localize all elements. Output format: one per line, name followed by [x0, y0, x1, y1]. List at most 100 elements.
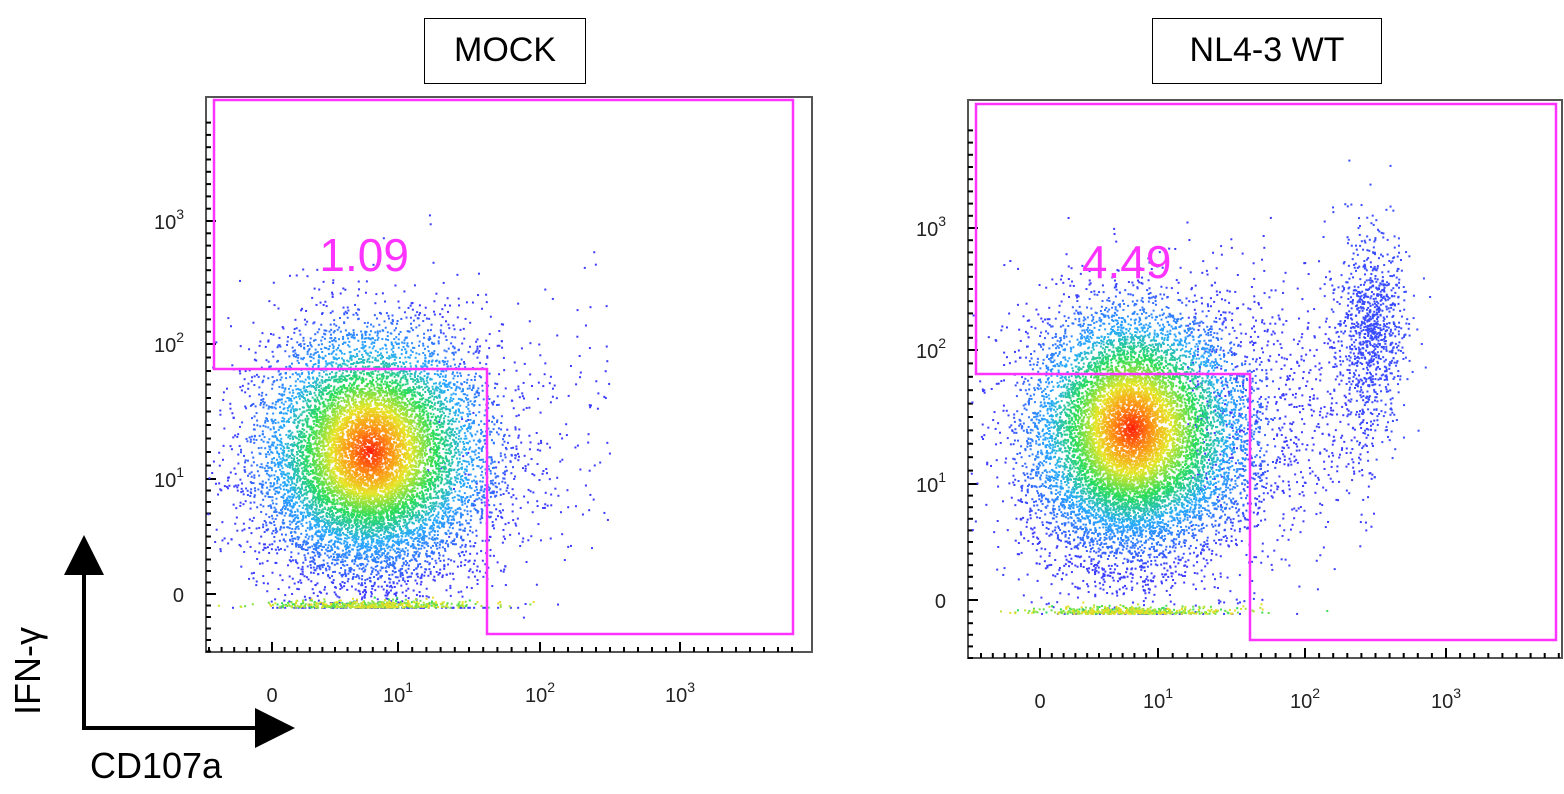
- event-dot: [281, 394, 284, 397]
- event-dot: [370, 547, 373, 550]
- event-dot: [536, 500, 539, 503]
- event-dot: [428, 391, 431, 394]
- event-dot: [447, 558, 450, 561]
- event-dot: [321, 528, 324, 531]
- event-dot: [400, 532, 403, 535]
- event-dot: [589, 493, 592, 496]
- event-dot: [485, 301, 488, 304]
- event-dot: [357, 589, 360, 592]
- event-dot: [307, 349, 310, 352]
- event-dot: [301, 494, 304, 497]
- event-dot: [305, 488, 308, 491]
- event-dot: [449, 304, 452, 307]
- event-dot: [459, 362, 462, 365]
- event-dot: [346, 534, 349, 537]
- event-dot: [356, 546, 359, 549]
- event-dot: [305, 576, 308, 579]
- event-dot: [434, 508, 437, 511]
- event-dot: [353, 544, 356, 547]
- event-dot: [425, 317, 428, 320]
- event-dot: [451, 515, 454, 518]
- event-dot: [442, 559, 445, 562]
- event-dot: [424, 519, 427, 522]
- event-dot: [280, 473, 283, 476]
- event-dot: [401, 532, 404, 535]
- event-dot: [286, 484, 289, 487]
- event-dot: [304, 492, 307, 495]
- event-dot: [452, 515, 455, 518]
- event-dot: [406, 344, 409, 347]
- event-dot: [328, 528, 331, 531]
- event-dot: [449, 464, 452, 467]
- event-dot: [292, 514, 295, 517]
- event-dot: [324, 528, 327, 531]
- event-dot: [398, 306, 401, 309]
- event-dot: [406, 373, 409, 376]
- event-dot: [270, 461, 273, 464]
- event-dot: [460, 535, 463, 538]
- event-dot: [380, 574, 383, 577]
- event-dot: [433, 537, 436, 540]
- event-dot: [420, 580, 423, 583]
- event-dot: [284, 606, 287, 609]
- event-dot: [321, 564, 324, 567]
- event-dot: [398, 555, 401, 558]
- event-dot: [353, 569, 356, 572]
- event-dot: [363, 350, 366, 353]
- event-dot: [474, 449, 477, 452]
- event-dot: [305, 493, 308, 496]
- event-dot: [466, 505, 469, 508]
- event-dot: [447, 471, 450, 474]
- event-dot: [336, 519, 339, 522]
- event-dot: [271, 383, 274, 386]
- event-dot: [439, 313, 442, 316]
- event-dot: [460, 467, 463, 470]
- event-dot: [481, 480, 484, 483]
- event-dot: [293, 477, 296, 480]
- event-dot: [365, 554, 368, 557]
- event-dot: [435, 519, 438, 522]
- event-dot: [417, 381, 420, 384]
- event-dot: [250, 380, 253, 383]
- event-dot: [292, 504, 295, 507]
- event-dot: [514, 428, 517, 431]
- event-dot: [518, 455, 521, 458]
- event-dot: [445, 471, 448, 474]
- event-dot: [332, 331, 335, 334]
- event-dot: [476, 430, 479, 433]
- event-dot: [458, 490, 461, 493]
- event-dot: [278, 486, 281, 489]
- event-dot: [484, 442, 487, 445]
- event-dot: [464, 476, 467, 479]
- event-dot: [277, 307, 280, 310]
- event-dot: [351, 524, 354, 527]
- event-dot: [396, 576, 399, 579]
- event-dot: [468, 427, 471, 430]
- event-dot: [276, 480, 279, 483]
- event-dot: [295, 470, 298, 473]
- event-dot: [532, 491, 535, 494]
- event-dot: [273, 464, 276, 467]
- event-dot: [276, 438, 279, 441]
- event-dot: [392, 521, 395, 524]
- event-dot: [267, 478, 270, 481]
- event-dot: [467, 425, 470, 428]
- event-dot: [248, 518, 251, 521]
- event-dot: [422, 362, 425, 365]
- event-dot: [460, 485, 463, 488]
- event-dot: [465, 519, 468, 522]
- event-dot: [469, 446, 472, 449]
- event-dot: [544, 503, 547, 506]
- event-dot: [242, 522, 245, 525]
- event-dot: [318, 381, 321, 384]
- event-dot: [259, 503, 262, 506]
- event-dot: [288, 387, 291, 390]
- event-dot: [292, 495, 295, 498]
- event-dot: [384, 338, 387, 341]
- event-dot: [317, 359, 320, 362]
- event-dot: [396, 597, 399, 600]
- event-dot: [438, 396, 441, 399]
- event-dot: [428, 568, 431, 571]
- event-dot: [246, 540, 249, 543]
- event-dot: [283, 499, 286, 502]
